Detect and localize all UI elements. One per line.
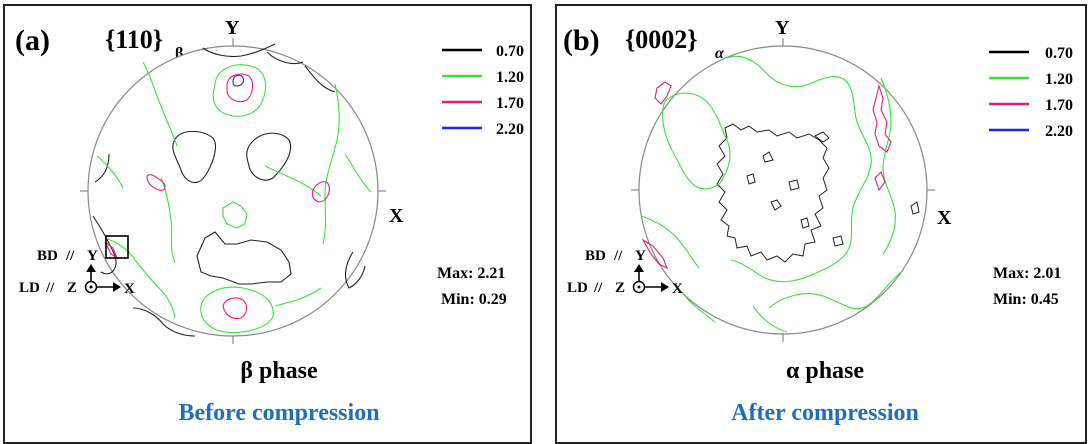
panel-a-label: (a) <box>15 24 50 57</box>
legend-label-3-a: 2.20 <box>496 121 524 138</box>
caption-b: After compression <box>731 400 919 426</box>
min-value-b: Min: 0.45 <box>993 291 1059 308</box>
legend-label-0-b: 0.70 <box>1045 45 1073 62</box>
max-value-b: Max: 2.01 <box>993 265 1061 282</box>
axis-y-label-b: Y <box>775 17 790 39</box>
contours-mid-b <box>640 55 902 333</box>
frame-sep-1-a: // <box>65 248 75 264</box>
pole-figure-panel-b: (b) {0002} α <box>555 4 1087 444</box>
sample-frame-a: BD // Y LD // Z X <box>19 248 135 297</box>
legend-label-1-a: 1.20 <box>496 69 524 86</box>
frame-y-label-a: Y <box>87 248 98 264</box>
legend-label-1-b: 1.20 <box>1045 71 1073 88</box>
panel-a-svg: (a) {110} β <box>15 17 524 426</box>
contours-high-b <box>641 81 892 270</box>
frame-bd-label-a: BD <box>37 248 58 264</box>
frame-ld-label-a: LD <box>19 280 40 296</box>
pole-figure-a <box>80 38 386 344</box>
frame-x-label-a: X <box>124 281 135 297</box>
frame-ld-label-b: LD <box>567 280 588 296</box>
panel-b-svg: (b) {0002} α <box>563 17 1073 426</box>
sample-frame-b: BD // Y LD // Z X <box>567 248 683 297</box>
legend-label-0-a: 0.70 <box>496 43 524 60</box>
phase-label-a: β phase <box>240 358 318 384</box>
axis-x-label-b: X <box>937 207 952 229</box>
legend-a: 0.70 1.20 1.70 2.20 <box>442 43 524 138</box>
contours-mid-a <box>96 61 372 333</box>
contours-low-b <box>716 123 920 263</box>
frame-y-label-b: Y <box>635 248 646 264</box>
frame-sep-1-b: // <box>613 248 623 264</box>
min-value-a: Min: 0.29 <box>441 291 507 308</box>
legend-label-2-a: 1.70 <box>496 95 524 112</box>
pole-figure-panel-a: (a) {110} β <box>3 4 532 444</box>
max-value-a: Max: 2.21 <box>437 265 505 282</box>
panel-a-plane-sub: β <box>175 45 183 62</box>
frame-sep-2-a: // <box>45 280 55 296</box>
panel-b-label: (b) <box>563 24 600 57</box>
frame-bd-label-b: BD <box>585 248 606 264</box>
frame-z-label-b: Z <box>615 280 625 296</box>
sample-square-marker-a <box>105 235 129 259</box>
axis-x-label-a: X <box>389 205 404 227</box>
frame-x-label-b: X <box>672 281 683 297</box>
axis-y-label-a: Y <box>225 17 240 39</box>
frame-z-label-a: Z <box>67 280 77 296</box>
panel-a-plane: {110} <box>105 25 163 54</box>
legend-label-2-b: 1.70 <box>1045 97 1073 114</box>
panel-b-plane-sub: α <box>715 45 725 62</box>
contours-high-a <box>104 73 330 320</box>
contours-peak-a <box>232 74 245 87</box>
caption-a: Before compression <box>178 400 379 426</box>
pole-figure-b <box>631 38 935 342</box>
frame-sep-2-b: // <box>593 280 603 296</box>
legend-b: 0.70 1.20 1.70 2.20 <box>989 45 1073 140</box>
phase-label-b: α phase <box>786 358 864 384</box>
contours-low-a <box>92 43 366 337</box>
panel-b-plane: {0002} <box>625 25 698 54</box>
legend-label-3-b: 2.20 <box>1045 123 1073 140</box>
